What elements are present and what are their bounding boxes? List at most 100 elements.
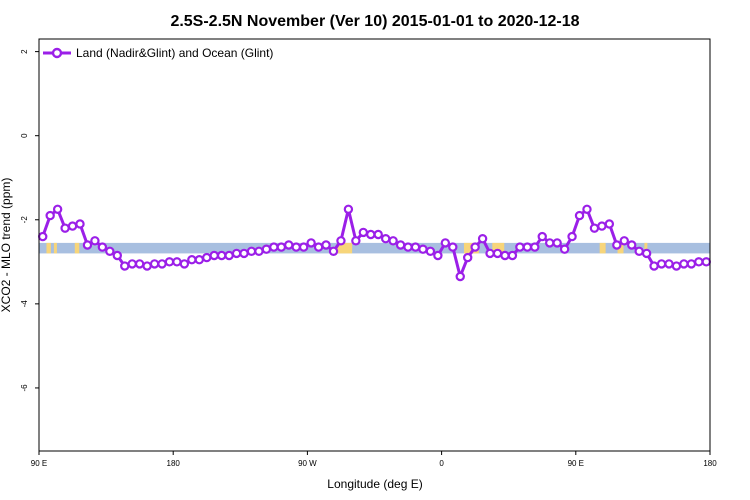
- data-point: [343, 204, 354, 214]
- data-point: [67, 221, 78, 231]
- data-point: [604, 219, 615, 229]
- data-point: [336, 236, 346, 246]
- data-point: [410, 242, 421, 252]
- data-point: [202, 252, 212, 263]
- data-point: [694, 257, 704, 267]
- data-point: [194, 255, 204, 265]
- x-tick-label: 90 E: [31, 459, 47, 468]
- data-point: [127, 259, 137, 269]
- land-segment: [492, 242, 505, 254]
- legend-label: Land (Nadir&Glint) and Ocean (Glint): [76, 46, 273, 60]
- data-point: [500, 250, 510, 261]
- data-point: [82, 240, 93, 250]
- data-point: [239, 248, 249, 259]
- data-point: [470, 242, 480, 252]
- data-point: [261, 244, 272, 254]
- data-point: [567, 231, 577, 242]
- data-point: [313, 242, 324, 252]
- data-point: [515, 242, 525, 252]
- data-point: [462, 252, 473, 263]
- legend: Land (Nadir&Glint) and Ocean (Glint): [43, 46, 273, 60]
- data-point: [246, 246, 257, 257]
- data-point: [112, 250, 122, 261]
- data-point: [291, 242, 301, 252]
- data-point: [216, 250, 227, 261]
- data-point: [321, 240, 331, 250]
- data-point: [612, 240, 622, 250]
- data-point: [522, 242, 533, 252]
- data-point: [52, 204, 63, 214]
- data-point: [440, 238, 451, 248]
- plot-frame: [38, 38, 711, 452]
- y-axis-label: XCO2 - MLO trend (ppm): [0, 178, 13, 313]
- data-point: [187, 255, 197, 265]
- data-point: [373, 229, 383, 240]
- land-ocean-band: [39, 242, 710, 254]
- data-point: [388, 236, 398, 246]
- data-point: [60, 223, 70, 233]
- x-tick-label: 180: [703, 459, 717, 468]
- data-point: [276, 242, 287, 252]
- data-point: [559, 244, 570, 254]
- data-point: [537, 231, 547, 242]
- data-point: [582, 204, 592, 214]
- data-point: [492, 248, 503, 259]
- data-point: [530, 242, 540, 252]
- data-point: [627, 240, 637, 250]
- data-point: [149, 259, 160, 269]
- data-point: [485, 248, 495, 259]
- data-point: [448, 242, 458, 252]
- data-point: [298, 242, 309, 252]
- data-point: [418, 244, 428, 254]
- data-point: [120, 261, 130, 271]
- data-point: [142, 261, 152, 271]
- land-segment: [74, 242, 80, 254]
- data-point: [328, 246, 339, 257]
- data-point: [224, 250, 234, 261]
- data-point: [395, 240, 406, 250]
- data-point: [679, 259, 689, 269]
- data-point: [403, 242, 413, 252]
- data-point: [574, 210, 585, 221]
- y-axis: 2 0 -2 -4 -6: [20, 49, 39, 392]
- chart-title: 2.5S-2.5N November (Ver 10) 2015-01-01 t…: [170, 13, 579, 30]
- y-tick-label: -4: [20, 300, 29, 308]
- y-tick-label: -2: [20, 216, 29, 224]
- land-segment: [617, 242, 624, 254]
- data-point: [358, 227, 369, 238]
- data-point: [90, 236, 100, 246]
- data-point: [455, 271, 465, 282]
- data-point: [351, 236, 361, 246]
- land-segment: [599, 242, 606, 254]
- data-point: [254, 246, 264, 257]
- data-point: [656, 259, 667, 269]
- data-point: [172, 257, 182, 267]
- x-tick-label: 90 E: [568, 459, 584, 468]
- data-point: [380, 233, 391, 244]
- y-tick-label: -6: [20, 384, 29, 392]
- ocean-band: [39, 242, 710, 254]
- data-point: [433, 250, 443, 261]
- data-point: [75, 219, 85, 229]
- data-point: [231, 248, 242, 259]
- data-point: [269, 242, 279, 252]
- data-point: [97, 242, 108, 252]
- data-point: [134, 259, 145, 269]
- x-tick-label: 0: [439, 459, 444, 468]
- data-point: [589, 223, 600, 233]
- data-point: [38, 231, 48, 242]
- data-point: [284, 240, 294, 250]
- land-segment: [644, 242, 648, 254]
- data-point: [105, 246, 115, 257]
- data-point: [634, 246, 644, 257]
- data-point: [164, 257, 175, 267]
- legend-marker-swatch: [51, 47, 63, 59]
- data-point: [425, 246, 436, 257]
- land-segment: [337, 242, 353, 254]
- x-tick-label: 90 W: [298, 459, 317, 468]
- data-point: [671, 261, 682, 271]
- data-point: [552, 238, 562, 248]
- data-point: [209, 250, 219, 261]
- x-tick-label: 180: [167, 459, 181, 468]
